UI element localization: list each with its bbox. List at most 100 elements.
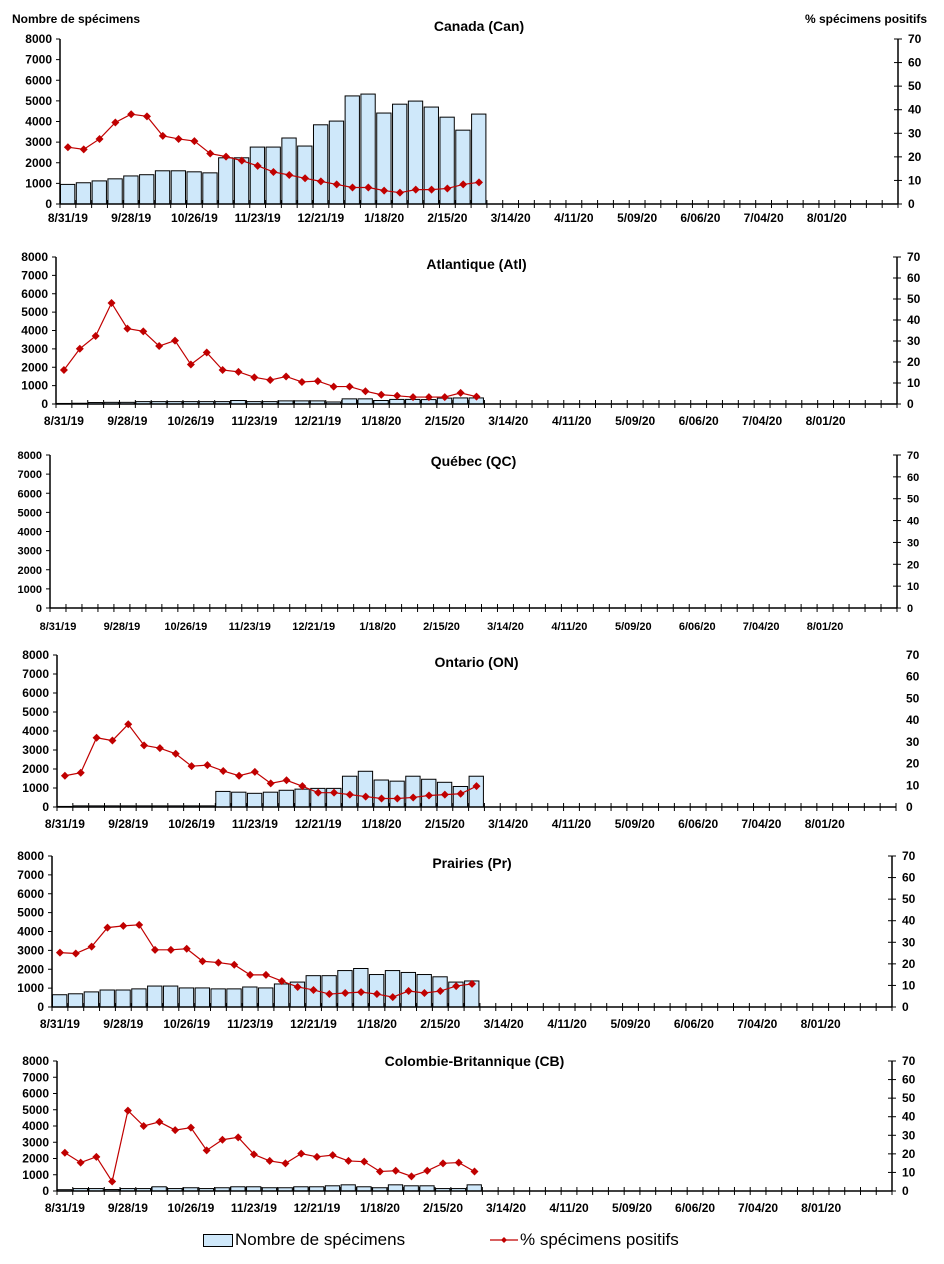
x-axis-tick-label: 9/28/19 (111, 211, 151, 225)
positivity-point (155, 342, 164, 351)
positivity-point (92, 733, 101, 742)
positivity-point (309, 985, 318, 994)
positivity-point (269, 167, 278, 176)
x-axis-tick-label: 8/01/20 (801, 1201, 841, 1215)
left-axis-tick-label: 7000 (22, 1070, 49, 1084)
bar (246, 792, 263, 808)
x-axis-tick-label: 6/06/20 (680, 211, 720, 225)
right-axis-tick-label: 0 (902, 1184, 909, 1198)
left-axis-tick-label: 7000 (18, 469, 42, 481)
x-axis-tick-label: 1/18/20 (359, 621, 396, 633)
left-axis-tick-label: 7000 (17, 868, 44, 882)
positivity-point (345, 382, 354, 391)
x-axis-tick-label: 10/26/19 (163, 1017, 210, 1031)
positivity-point (443, 184, 452, 193)
positivity-point (328, 1151, 337, 1160)
x-axis-tick-label: 5/09/20 (617, 211, 657, 225)
chart-panel: Québec (QC) 0 1000 2000 3000 4000 5000 6000 7000… (18, 450, 920, 633)
positivity-point (198, 957, 207, 966)
x-axis-tick-label: 8/31/19 (45, 817, 85, 831)
positivity-point (139, 1122, 148, 1130)
positivity-point (345, 790, 354, 799)
right-axis-tick-label: 40 (902, 1110, 916, 1124)
positivity-point (155, 1117, 164, 1126)
bar (218, 157, 234, 205)
right-axis-tick-label: 40 (908, 103, 922, 117)
left-axis-tick-label: 5000 (21, 305, 48, 319)
x-axis-tick-label: 2/15/20 (423, 621, 460, 633)
positivity-point (142, 112, 151, 121)
chart-title: Ontario (ON) (435, 654, 519, 670)
positivity-point (158, 131, 167, 140)
positivity-point (364, 183, 373, 192)
bar (231, 791, 247, 808)
bar (131, 988, 147, 1008)
x-axis-tick-label: 5/09/20 (615, 621, 652, 633)
positivity-point (182, 944, 191, 953)
right-axis-tick-label: 60 (906, 670, 920, 684)
right-axis-tick-label: 70 (906, 648, 920, 662)
left-axis-tick-label: 8000 (22, 1054, 49, 1068)
right-axis-tick-label: 0 (907, 603, 913, 615)
positivity-point (361, 792, 370, 801)
x-axis-tick-label: 7/04/20 (742, 414, 782, 428)
x-axis-tick-label: 7/04/20 (743, 621, 780, 633)
bar (281, 137, 297, 205)
left-axis-tick-label: 1000 (25, 176, 52, 190)
bar (170, 170, 186, 205)
positivity-line (64, 1109, 475, 1184)
left-axis-tick-label: 4000 (22, 1119, 49, 1133)
right-axis-tick-label: 0 (906, 800, 913, 814)
positivity-point (377, 390, 386, 399)
positivity-point (230, 960, 239, 969)
right-axis-tick-label: 40 (907, 313, 921, 327)
positivity-point (171, 749, 180, 758)
positivity-point (357, 988, 366, 997)
positivity-point (330, 788, 339, 797)
right-axis-tick-label: 70 (902, 1054, 916, 1068)
bar (210, 988, 226, 1008)
x-axis-tick-label: 9/28/19 (104, 621, 141, 633)
bar (99, 989, 115, 1008)
bar (466, 1184, 482, 1192)
positivity-point (219, 766, 228, 775)
bar (403, 1185, 419, 1192)
x-axis-tick-label: 10/26/19 (168, 817, 215, 831)
right-axis-tick-label: 0 (908, 197, 915, 211)
x-axis-tick-label: 9/28/19 (107, 414, 147, 428)
bar (262, 791, 279, 808)
bar (186, 171, 202, 205)
bar (75, 182, 92, 205)
positivity-point (348, 183, 357, 192)
x-axis-tick-label: 4/11/20 (551, 621, 587, 633)
positivity-point (285, 171, 294, 180)
bar (328, 120, 345, 205)
x-axis-tick-label: 10/26/19 (168, 414, 215, 428)
right-axis-tick-label: 70 (908, 32, 922, 46)
right-axis-tick-label: 50 (907, 292, 921, 306)
x-axis-tick-label: 3/14/20 (491, 211, 531, 225)
right-axis-tick-label: 30 (907, 334, 921, 348)
x-axis-tick-label: 5/09/20 (615, 414, 655, 428)
x-axis-tick-label: 12/21/19 (290, 1017, 337, 1031)
bar (455, 129, 471, 205)
left-axis-tick-label: 2000 (21, 360, 48, 374)
right-axis-tick-label: 40 (902, 914, 916, 928)
bar (340, 1184, 356, 1192)
positivity-point (218, 365, 227, 374)
left-axis-tick-label: 4000 (25, 115, 52, 129)
right-axis-tick-label: 10 (908, 173, 922, 187)
left-axis-tick-label: 3000 (25, 135, 52, 149)
bar (202, 172, 218, 205)
left-axis-tick-label: 6000 (17, 887, 44, 901)
x-axis-tick-label: 8/01/20 (805, 817, 845, 831)
left-axis-tick-label: 0 (42, 800, 49, 814)
x-axis-tick-label: 8/31/19 (40, 1017, 80, 1031)
right-axis-tick-label: 60 (907, 472, 919, 484)
left-axis-tick-label: 6000 (22, 686, 49, 700)
positivity-point (234, 367, 243, 376)
left-axis-tick-label: 0 (37, 1000, 44, 1014)
left-axis-tick-label: 3000 (22, 1135, 49, 1149)
positivity-point (206, 149, 215, 158)
bar (115, 989, 131, 1008)
